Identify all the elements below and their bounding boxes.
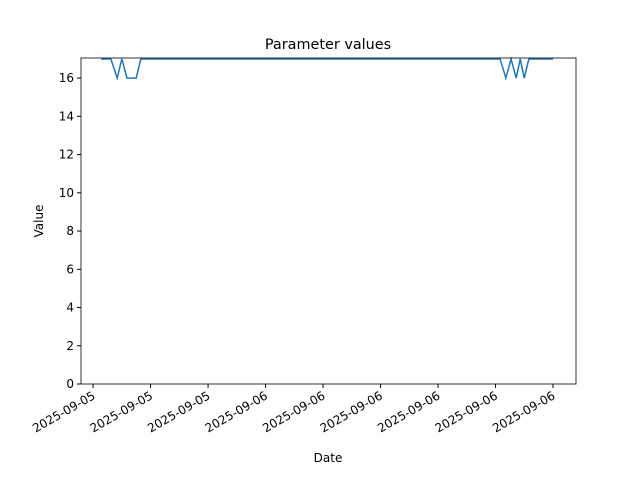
y-tick-label: 4 [66,301,74,315]
plot-frame [80,57,577,385]
y-tick-label: 2 [66,339,74,353]
y-tick-label: 8 [66,224,74,238]
chart-title: Parameter values [265,37,391,53]
y-tick-label: 16 [59,71,74,85]
y-tick-label: 0 [66,377,74,391]
y-tick-label: 14 [59,109,74,123]
x-axis-label: Date [314,451,343,465]
y-tick-label: 12 [59,148,74,162]
y-tick-label: 10 [59,186,74,200]
data-line [101,56,554,81]
y-axis-label: Value [32,205,46,238]
y-tick-label: 6 [66,262,74,276]
